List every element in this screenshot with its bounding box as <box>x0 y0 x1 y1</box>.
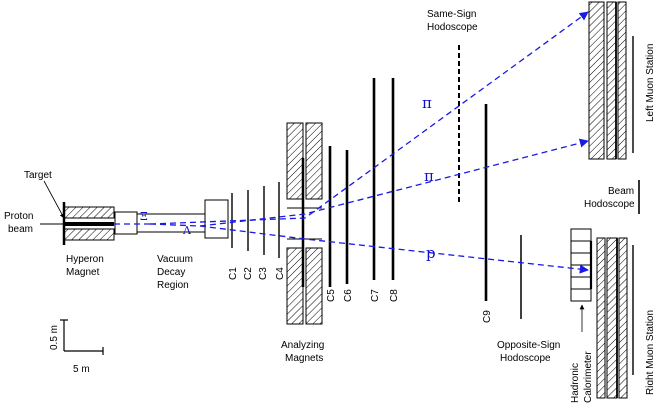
scale-horizontal-label: 5 m <box>73 364 90 375</box>
opposite-sign-label-1: Opposite-Sign <box>497 340 560 351</box>
vacuum-label-2: Decay <box>157 267 185 278</box>
scale-vertical-label: 0.5 m <box>49 325 60 350</box>
pi-symbol-upper: π <box>422 94 432 112</box>
proton-track <box>199 225 589 274</box>
particle-tracks <box>114 11 589 274</box>
hadronic-label-1: Hadronic <box>570 363 581 403</box>
chamber-label-c6: C6 <box>343 289 354 302</box>
lambda-symbol: Λ <box>182 224 192 237</box>
chamber-label-c4: C4 <box>275 267 286 280</box>
chamber-label-c5: C5 <box>326 289 337 302</box>
chamber-label-c7: C7 <box>370 289 381 302</box>
left-muon-label: Left Muon Station <box>645 44 653 122</box>
vacuum-label-1: Vacuum <box>157 254 193 265</box>
scale-bar <box>60 319 104 355</box>
hyperon-magnet <box>62 202 115 245</box>
xi-symbol: Ξ <box>140 210 148 223</box>
chamber-label-c3: C3 <box>258 267 269 280</box>
hadronic-calorimeter <box>570 228 593 302</box>
vacuum-decay-region <box>114 199 229 239</box>
chamber-label-c2: C2 <box>243 267 254 280</box>
pi-track-lower <box>199 138 589 227</box>
same-sign-label-1: Same-Sign <box>427 9 476 20</box>
pi-symbol-lower: π <box>424 167 434 185</box>
right-muon-label: Right Muon Station <box>645 310 653 395</box>
target-pointer <box>43 180 65 219</box>
target-label: Target <box>24 170 52 181</box>
proton-beam-label-2: beam <box>8 224 33 235</box>
left-muon-station <box>588 1 634 160</box>
proton-beam-label-1: Proton <box>4 211 33 222</box>
hyperon-magnet-label-1: Hyperon <box>66 254 104 265</box>
opposite-sign-label-2: Hodoscope <box>500 353 551 364</box>
analyzing-magnets <box>286 122 323 325</box>
chamber-label-c1: C1 <box>228 267 239 280</box>
beam-hodoscope-label-2: Hodoscope <box>584 199 635 210</box>
same-sign-label-2: Hodoscope <box>427 22 478 33</box>
chambers-rear <box>328 78 395 287</box>
chamber-label-c9: C9 <box>482 310 493 323</box>
hyperon-magnet-label-2: Magnet <box>66 267 100 278</box>
beam-hodoscope-label-1: Beam <box>608 186 634 197</box>
proton-symbol: p <box>426 244 436 262</box>
vacuum-label-3: Region <box>157 280 189 291</box>
hadronic-label-2: Calorimeter <box>583 351 594 403</box>
analyzing-label-1: Analyzing <box>281 340 324 351</box>
pi-track-upper <box>149 11 589 225</box>
right-muon-station <box>596 237 634 399</box>
chamber-label-c8: C8 <box>389 289 400 302</box>
analyzing-label-2: Magnets <box>285 353 323 364</box>
lambda-track <box>149 223 201 227</box>
